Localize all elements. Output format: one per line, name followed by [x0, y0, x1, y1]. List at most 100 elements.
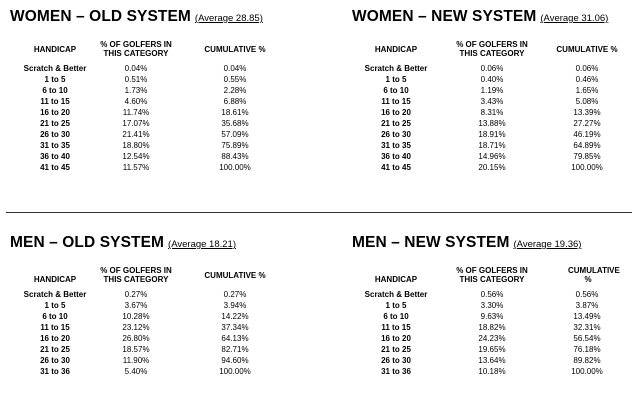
- percent-cell: 18.71%: [478, 141, 506, 150]
- cumulative-cell: 56.54%: [573, 334, 601, 343]
- cumulative-cell: 100.00%: [571, 163, 603, 172]
- percent-cell: 0.06%: [480, 64, 504, 73]
- table-title: WOMEN – NEW SYSTEM (Average 31.06): [352, 8, 608, 26]
- percent-cell: 12.54%: [122, 152, 150, 161]
- handicap-cell: 31 to 35: [40, 141, 70, 150]
- percent-cell: 0.56%: [480, 290, 504, 299]
- percent-cell: 14.96%: [478, 152, 506, 161]
- percent-cell: 11.57%: [122, 163, 150, 172]
- handicap-cell: 6 to 10: [42, 86, 68, 95]
- handicap-cell: 11 to 15: [381, 97, 411, 106]
- header-handicap: HANDICAP: [33, 45, 77, 54]
- header-handicap: HANDICAP: [33, 275, 77, 284]
- cumulative-cell: 0.06%: [575, 64, 599, 73]
- cumulative-cell: 18.61%: [221, 108, 249, 117]
- table-heading: WOMEN – OLD SYSTEM: [10, 8, 191, 25]
- percent-cell: 3.30%: [480, 301, 504, 310]
- cumulative-cell: 46.19%: [573, 130, 601, 139]
- header-cumulative: CUMULATIVE %: [556, 45, 618, 54]
- handicap-cell: 11 to 15: [40, 97, 70, 106]
- header-handicap: HANDICAP: [374, 45, 418, 54]
- cumulative-cell: 6.88%: [223, 97, 247, 106]
- percent-cell: 0.27%: [124, 290, 148, 299]
- average-label: (Average 18.21): [168, 239, 236, 250]
- handicap-cell: 16 to 20: [40, 108, 70, 117]
- handicap-cell: 26 to 30: [40, 356, 70, 365]
- percent-cell: 26.80%: [122, 334, 150, 343]
- percent-cell: 0.51%: [124, 75, 148, 84]
- percent-cell: 18.57%: [122, 345, 150, 354]
- handicap-cell: 21 to 25: [381, 345, 411, 354]
- handicap-cell: 26 to 30: [381, 130, 411, 139]
- handicap-cell: 21 to 25: [381, 119, 411, 128]
- percent-cell: 18.91%: [478, 130, 506, 139]
- percent-cell: 4.60%: [124, 97, 148, 106]
- table-title: WOMEN – OLD SYSTEM (Average 28.85): [10, 8, 263, 26]
- cumulative-cell: 0.46%: [575, 75, 599, 84]
- handicap-cell: Scratch & Better: [364, 290, 428, 299]
- cumulative-cell: 13.39%: [573, 108, 601, 117]
- cumulative-cell: 64.89%: [573, 141, 601, 150]
- header-percent: % OF GOLFERS IN THIS CATEGORY: [456, 40, 528, 58]
- handicap-cell: 21 to 25: [40, 345, 70, 354]
- table-men-new: MEN – NEW SYSTEM (Average 19.36) HANDICAP…: [352, 234, 637, 394]
- handicap-cell: 41 to 45: [40, 163, 70, 172]
- percent-cell: 23.12%: [122, 323, 150, 332]
- percent-cell: 21.41%: [122, 130, 150, 139]
- percent-cell: 1.73%: [124, 86, 148, 95]
- header-cumulative: CUMULATIVE %: [204, 271, 266, 280]
- cumulative-cell: 0.04%: [223, 64, 247, 73]
- percent-cell: 1.19%: [480, 86, 504, 95]
- cumulative-cell: 3.87%: [575, 301, 599, 310]
- handicap-cell: 16 to 20: [40, 334, 70, 343]
- percent-cell: 17.07%: [122, 119, 150, 128]
- handicap-cell: 16 to 20: [381, 334, 411, 343]
- cumulative-cell: 0.56%: [575, 290, 599, 299]
- percent-cell: 24.23%: [478, 334, 506, 343]
- cumulative-cell: 94.60%: [221, 356, 249, 365]
- header-percent: % OF GOLFERS IN THIS CATEGORY: [100, 40, 172, 58]
- percent-cell: 0.04%: [124, 64, 148, 73]
- handicap-cell: 1 to 5: [385, 75, 407, 84]
- table-women-old: WOMEN – OLD SYSTEM (Average 28.85) HANDIC…: [10, 8, 310, 198]
- percent-cell: 8.31%: [480, 108, 504, 117]
- handicap-cell: 36 to 40: [40, 152, 70, 161]
- handicap-cell: 26 to 30: [40, 130, 70, 139]
- header-handicap: HANDICAP: [374, 275, 418, 284]
- cumulative-cell: 2.28%: [223, 86, 247, 95]
- cumulative-cell: 0.27%: [223, 290, 247, 299]
- header-percent: % OF GOLFERS IN THIS CATEGORY: [100, 266, 172, 284]
- handicap-cell: 1 to 5: [44, 75, 66, 84]
- percent-cell: 3.43%: [480, 97, 504, 106]
- cumulative-cell: 0.55%: [223, 75, 247, 84]
- handicap-cell: 41 to 45: [381, 163, 411, 172]
- cumulative-cell: 13.49%: [573, 312, 601, 321]
- table-heading: WOMEN – NEW SYSTEM: [352, 8, 537, 25]
- cumulative-cell: 79.85%: [573, 152, 601, 161]
- average-label: (Average 28.85): [194, 13, 263, 24]
- header-cumulative: CUMULATIVE %: [568, 266, 620, 284]
- section-divider: [6, 212, 632, 213]
- percent-cell: 20.15%: [478, 163, 506, 172]
- handicap-cell: 16 to 20: [381, 108, 411, 117]
- table-men-old: MEN – OLD SYSTEM (Average 18.21) HANDICAP…: [10, 234, 310, 394]
- cumulative-cell: 75.89%: [221, 141, 249, 150]
- cumulative-cell: 27.27%: [573, 119, 601, 128]
- handicap-cell: 21 to 25: [40, 119, 70, 128]
- percent-cell: 11.74%: [122, 108, 150, 117]
- table-title: MEN – NEW SYSTEM (Average 19.36): [352, 234, 581, 252]
- handicap-cell: 31 to 35: [381, 141, 411, 150]
- handicap-cell: 6 to 10: [383, 86, 409, 95]
- cumulative-cell: 82.71%: [221, 345, 249, 354]
- handicap-cell: 36 to 40: [381, 152, 411, 161]
- table-title: MEN – OLD SYSTEM (Average 18.21): [10, 234, 236, 252]
- cumulative-cell: 14.22%: [221, 312, 249, 321]
- percent-cell: 9.63%: [480, 312, 504, 321]
- cumulative-cell: 3.94%: [223, 301, 247, 310]
- handicap-cell: Scratch & Better: [23, 64, 87, 73]
- header-cumulative: CUMULATIVE %: [204, 45, 266, 54]
- percent-cell: 18.80%: [122, 141, 150, 150]
- handicap-cell: 1 to 5: [44, 301, 66, 310]
- percent-cell: 19.65%: [478, 345, 506, 354]
- cumulative-cell: 100.00%: [219, 163, 251, 172]
